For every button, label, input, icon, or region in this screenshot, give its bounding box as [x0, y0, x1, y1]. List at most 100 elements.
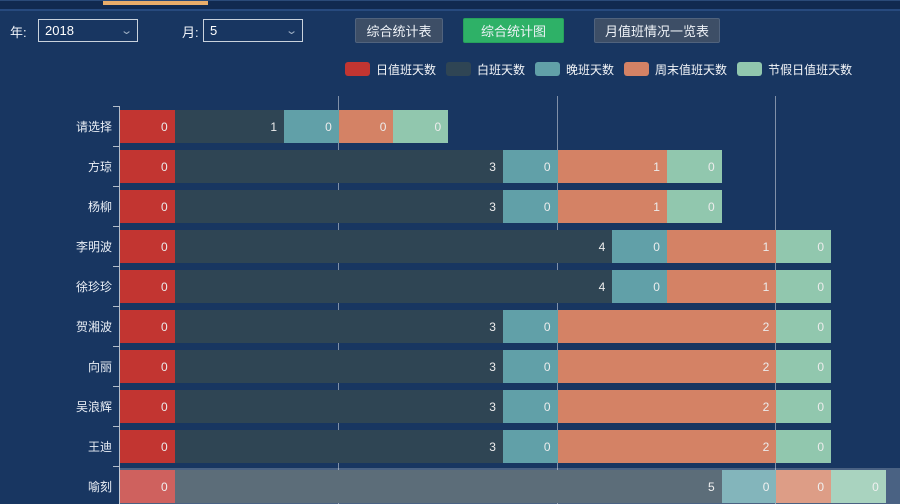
bar-segment[interactable]: 0	[338, 110, 394, 143]
category-label[interactable]: 李明波	[75, 239, 112, 254]
month-select[interactable]: 5 ⌄	[203, 19, 303, 42]
category-label[interactable]: 贺湘波	[75, 319, 112, 334]
bar-segment[interactable]: 2	[557, 310, 777, 343]
bar-segment[interactable]: 1	[557, 150, 667, 183]
y-axis-tick	[113, 466, 119, 467]
bar-row[interactable]: 0 3 0 1 0	[120, 150, 722, 183]
bar-segment[interactable]: 0	[120, 270, 175, 303]
category-label[interactable]: 杨柳	[87, 199, 112, 214]
bar-value-label: 0	[543, 399, 551, 414]
bar-segment[interactable]: 1	[666, 230, 777, 263]
category-label[interactable]: 方琼	[87, 159, 112, 174]
bar-segment[interactable]: 0	[120, 230, 175, 263]
bar-segment[interactable]: 3	[174, 430, 503, 463]
bar-segment[interactable]: 0	[776, 270, 832, 303]
bar-row[interactable]: 0 3 0 2 0	[120, 390, 832, 423]
bar-segment[interactable]: 0	[776, 390, 832, 423]
legend-item[interactable]: 白班天数	[446, 61, 525, 78]
bar-segment[interactable]: 0	[120, 350, 175, 383]
chevron-down-icon: ⌄	[284, 25, 298, 37]
bar-segment[interactable]: 0	[612, 230, 667, 263]
category-label[interactable]: 喻刻	[87, 479, 112, 494]
bar-segment[interactable]: 0	[120, 430, 175, 463]
bar-segment[interactable]: 3	[174, 390, 503, 423]
bar-segment[interactable]: 1	[666, 270, 777, 303]
bar-row[interactable]: 0 3 0 2 0	[120, 350, 832, 383]
bar-segment[interactable]: 3	[174, 350, 503, 383]
bar-segment[interactable]: 0	[666, 150, 722, 183]
bar-segment[interactable]: 0	[284, 110, 339, 143]
bar-segment[interactable]: 0	[502, 350, 558, 383]
active-tab-indicator[interactable]	[103, 1, 208, 5]
bar-segment[interactable]: 0	[776, 310, 832, 343]
bar-row[interactable]: 0 4 0 1 0	[120, 270, 832, 303]
bar-segment[interactable]: 1	[557, 190, 667, 223]
bar-segment[interactable]: 0	[776, 230, 832, 263]
bar-segment[interactable]: 0	[120, 190, 175, 223]
category-label[interactable]: 向丽	[87, 359, 112, 374]
bar-segment[interactable]: 0	[776, 470, 832, 503]
legend-item[interactable]: 节假日值班天数	[737, 61, 852, 78]
category-label[interactable]: 吴浪辉	[75, 399, 112, 414]
bar-value-label: 3	[489, 159, 496, 174]
bar-row[interactable]: 0 4 0 1 0	[120, 230, 832, 263]
bar-row[interactable]: 0 3 0 2 0	[120, 310, 832, 343]
bar-segment[interactable]: 2	[557, 350, 777, 383]
bar-segment[interactable]: 0	[502, 310, 558, 343]
y-axis-tick	[113, 266, 119, 267]
y-axis-tick	[113, 106, 119, 107]
bar-segment[interactable]: 0	[721, 470, 777, 503]
toolbar-button-0[interactable]: 综合统计表	[355, 18, 443, 43]
bar-row[interactable]: 0 3 0 1 0	[120, 190, 722, 223]
bar-value-label: 2	[762, 399, 770, 414]
bar-value-label: 0	[161, 359, 168, 374]
legend-item[interactable]: 周末值班天数	[624, 61, 727, 78]
bar-segment[interactable]: 0	[776, 430, 832, 463]
bar-segment[interactable]: 0	[120, 150, 175, 183]
toolbar-button-2[interactable]: 月值班情况一览表	[594, 18, 720, 43]
legend-label: 白班天数	[477, 62, 526, 77]
bar-segment[interactable]: 4	[174, 270, 613, 303]
bar-segment[interactable]: 0	[612, 270, 667, 303]
bar-segment[interactable]: 0	[393, 110, 449, 143]
legend-item[interactable]: 晚班天数	[535, 61, 614, 78]
bar-segment[interactable]: 4	[174, 230, 613, 263]
legend-item[interactable]: 日值班天数	[345, 61, 436, 78]
year-select[interactable]: 2018 ⌄	[38, 19, 138, 42]
bar-segment[interactable]: 0	[120, 310, 175, 343]
bar-segment[interactable]: 0	[776, 350, 832, 383]
toolbar-button-1[interactable]: 综合统计图	[463, 18, 564, 43]
bar-value-label: 0	[817, 399, 825, 414]
bar-segment[interactable]: 0	[831, 470, 886, 503]
bar-segment[interactable]: 3	[174, 150, 503, 183]
category-label[interactable]: 请选择	[75, 119, 112, 134]
legend-label: 节假日值班天数	[768, 62, 853, 77]
bar-row[interactable]: 0 3 0 2 0	[120, 430, 832, 463]
bar-segment[interactable]: 3	[174, 310, 503, 343]
bar-segment[interactable]: 0	[502, 150, 558, 183]
bar-segment[interactable]: 0	[120, 470, 175, 503]
category-label[interactable]: 徐珍珍	[75, 279, 112, 294]
bar-segment[interactable]: 0	[502, 390, 558, 423]
category-label[interactable]: 王迪	[87, 439, 112, 454]
bar-row[interactable]: 0 1 0 0 0	[120, 110, 449, 143]
bar-segment[interactable]: 0	[502, 430, 558, 463]
bar-row[interactable]: 0 5 0 0 0	[120, 470, 886, 503]
bar-segment[interactable]: 3	[174, 190, 503, 223]
bar-value-label: 0	[817, 319, 825, 334]
bar-value-label: 3	[489, 359, 496, 374]
bar-segment[interactable]: 2	[557, 390, 777, 423]
bar-segment[interactable]: 0	[120, 390, 175, 423]
bar-value-label: 1	[762, 279, 770, 294]
bar-segment[interactable]: 1	[174, 110, 285, 143]
legend-swatch-icon	[446, 62, 472, 76]
bar-segment[interactable]: 0	[666, 190, 722, 223]
chart-legend: 日值班天数 白班天数 晚班天数 周末值班天数 节假日值班天数	[345, 61, 862, 77]
bar-segment[interactable]: 0	[120, 110, 175, 143]
bar-segment[interactable]: 2	[557, 430, 777, 463]
bar-value-label: 2	[762, 319, 770, 334]
bar-segment[interactable]: 5	[174, 470, 722, 503]
bar-segment[interactable]: 0	[502, 190, 558, 223]
